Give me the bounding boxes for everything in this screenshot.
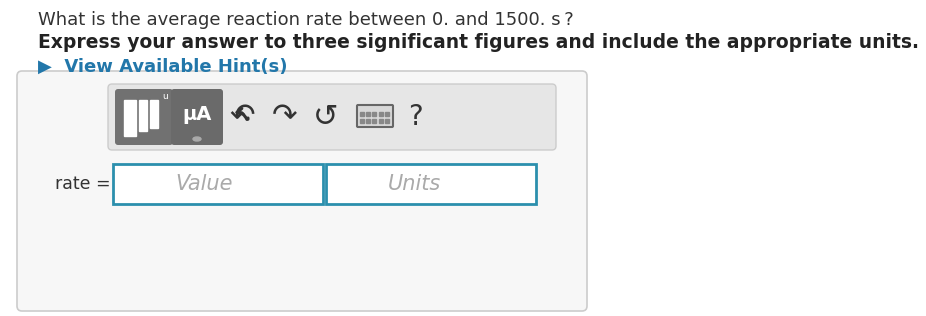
Bar [139,100,147,131]
Text: rate =: rate = [55,175,110,193]
Text: ↺: ↺ [313,102,339,131]
FancyBboxPatch shape [17,71,587,311]
Ellipse shape [193,137,201,141]
Bar [372,119,376,123]
Bar [385,119,389,123]
Bar [360,112,364,116]
Bar [385,112,389,116]
FancyBboxPatch shape [357,105,393,127]
Text: What is the average reaction rate between 0. and 1500. s ?: What is the average reaction rate betwee… [38,11,574,29]
Bar [379,119,382,123]
Bar [150,100,158,128]
Bar [360,119,364,123]
FancyBboxPatch shape [171,89,223,145]
FancyBboxPatch shape [108,84,556,150]
Bar [366,119,370,123]
Text: ↶: ↶ [230,102,255,131]
Text: μA: μA [182,106,212,125]
Bar [124,100,136,136]
Text: Value: Value [175,174,232,194]
Text: ↷: ↷ [272,102,298,131]
Bar [366,112,370,116]
FancyBboxPatch shape [326,164,536,204]
FancyBboxPatch shape [113,164,323,204]
Bar [372,112,376,116]
Text: Express your answer to three significant figures and include the appropriate uni: Express your answer to three significant… [38,33,919,52]
FancyBboxPatch shape [115,89,173,145]
Bar [379,112,382,116]
Text: ?: ? [407,103,422,131]
Text: u: u [162,92,168,101]
Text: Units: Units [388,174,442,194]
Text: ▶  View Available Hint(s): ▶ View Available Hint(s) [38,58,287,76]
